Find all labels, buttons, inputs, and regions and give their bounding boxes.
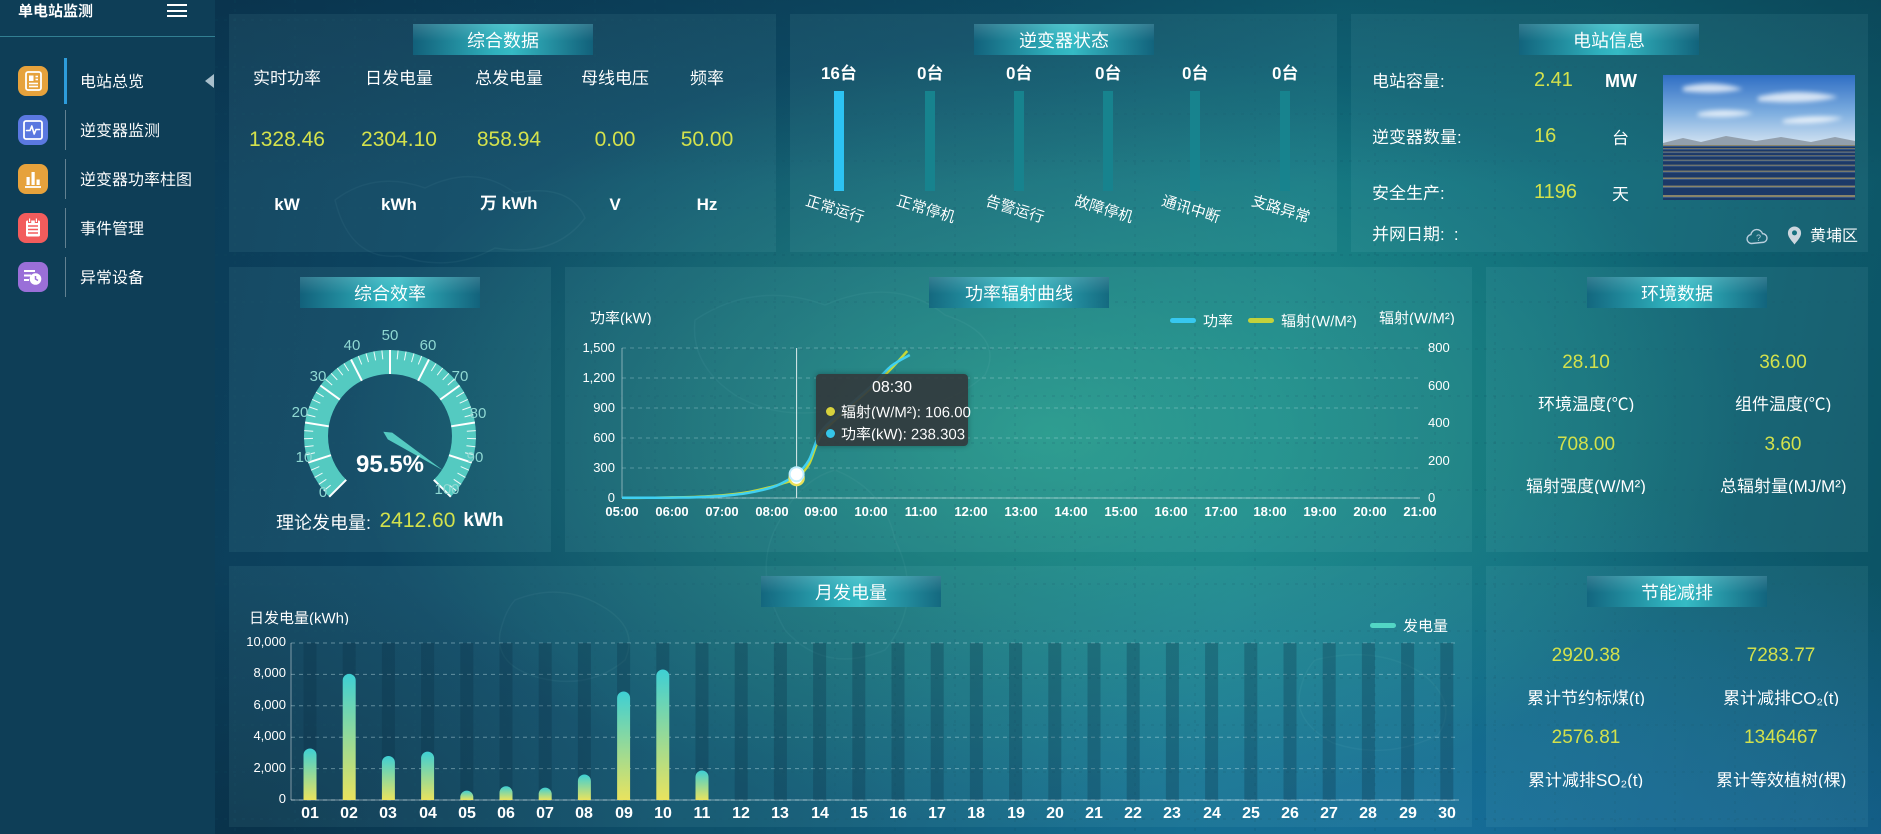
svg-text:?: ? bbox=[1756, 233, 1761, 243]
